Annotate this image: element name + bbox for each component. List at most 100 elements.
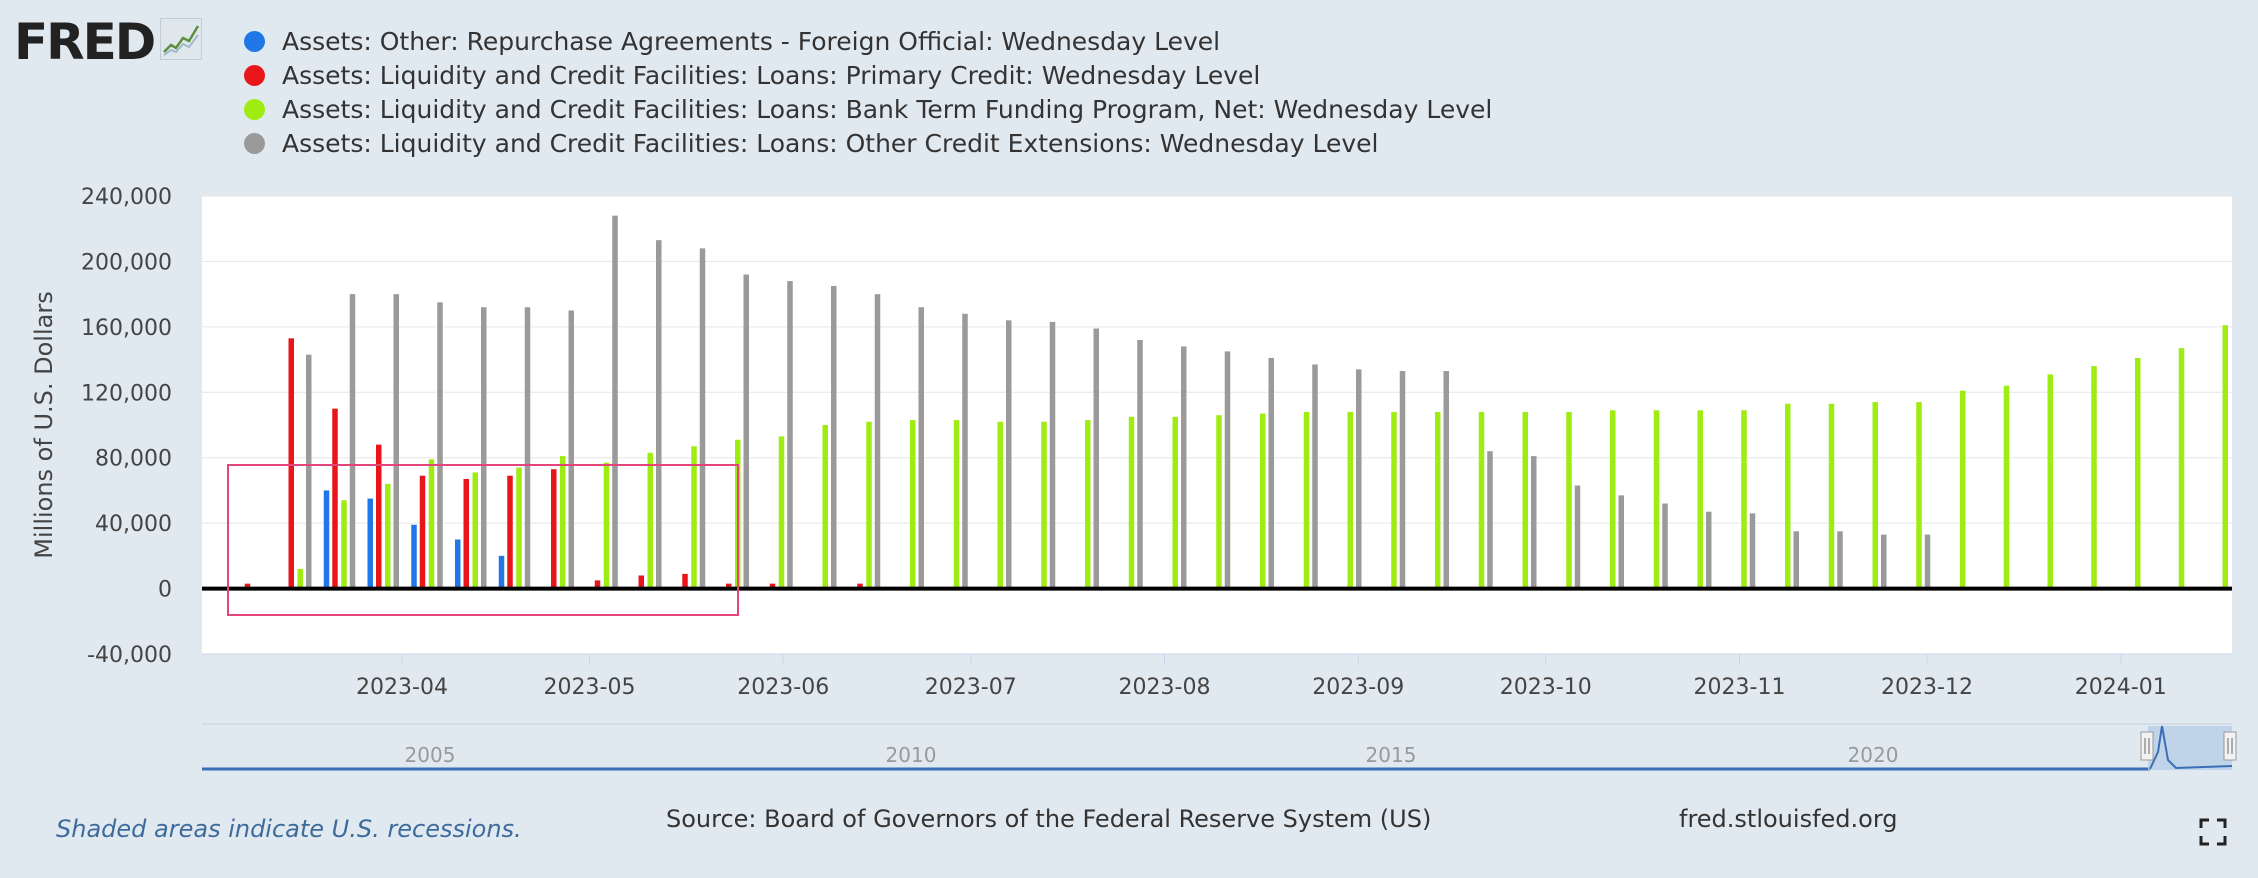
bar-series-2 [638,575,644,589]
navigator-handle[interactable] [2223,731,2237,761]
bar-series-4 [1181,346,1187,589]
legend-label: Assets: Liquidity and Credit Facilities:… [282,128,1379,158]
bar-series-3 [2222,325,2228,589]
bar-series-3 [1128,416,1135,589]
bar-series-4 [524,307,531,589]
bar-series-3 [1522,411,1528,589]
bar-series-4 [1881,534,1887,589]
x-tick-label: 2023-07 [925,675,1017,700]
bar-series-4 [481,307,487,589]
fred-logo[interactable]: FRED [14,14,203,70]
legend-item-repo-foreign-official[interactable]: Assets: Other: Repurchase Agreements - F… [244,24,1492,58]
bar-series-3 [1260,413,1266,589]
bar-series-4 [918,307,924,589]
legend-item-btfp[interactable]: Assets: Liquidity and Credit Facilities:… [244,92,1492,126]
bar-series-3 [297,568,303,589]
navigator-handle[interactable] [2140,731,2154,761]
bar-series-3 [1828,403,1835,589]
bar-series-3 [1741,410,1747,589]
navigator-year-label: 2020 [1848,743,1899,767]
bar-series-4 [1312,364,1318,589]
bar-series-2 [244,583,251,589]
y-tick-label: -40,000 [87,643,172,668]
bar-chart: -40,000 0 40,000 80,000 120,000 160,000 200,00… [30,185,2237,771]
bar-series-3 [1303,411,1310,589]
bar-series-4 [743,274,749,589]
bar-series-3 [997,421,1003,589]
bar-series-4 [568,310,574,589]
bar-series-2 [594,580,601,589]
bar-series-3 [428,459,435,589]
bar-series-2 [376,444,382,589]
bar-series-4 [656,240,662,589]
legend-item-primary-credit[interactable]: Assets: Liquidity and Credit Facilities:… [244,58,1492,92]
x-tick-label: 2024-01 [2075,675,2167,700]
bar-series-3 [1610,410,1616,589]
bar-series-3 [2091,366,2097,589]
bar-series-2 [463,478,469,589]
x-tick-label: 2023-11 [1694,675,1786,700]
x-tick-label: 2023-09 [1312,675,1404,700]
navigator-selected-line [2149,725,2233,770]
bar-series-4 [1793,531,1799,589]
bar-series-3 [2178,348,2185,589]
fullscreen-icon[interactable] [2199,818,2227,846]
x-tick-label: 2023-04 [356,675,448,700]
bar-series-4 [1749,513,1756,589]
site-url[interactable]: fred.stlouisfed.org [1679,805,1898,833]
bar-series-3 [1435,411,1441,589]
bar-series-4 [787,281,793,589]
bar-series-4 [1662,503,1668,589]
bar-series-4 [1137,339,1143,589]
bar-series-4 [1443,371,1449,589]
bar-series-3 [1347,411,1353,589]
y-tick-label: 160,000 [81,316,172,341]
bar-series-4 [349,294,356,589]
bar-series-3 [603,462,610,589]
recession-note: Shaded areas indicate U.S. recessions. [56,815,522,843]
y-axis-title: Millions of U.S. Dollars [30,291,58,558]
bar-series-2 [332,408,338,589]
bar-series-1 [323,490,330,589]
bar-series-4 [699,248,706,589]
bar-series-4 [1006,320,1012,589]
legend-item-other-credit[interactable]: Assets: Liquidity and Credit Facilities:… [244,126,1492,160]
x-tick-label: 2023-10 [1500,675,1592,700]
bar-series-3 [516,467,522,589]
bar-series-4 [393,294,399,589]
chart-legend: Assets: Other: Repurchase Agreements - F… [244,24,1492,160]
y-tick-label: 120,000 [81,381,172,406]
bar-series-4 [1618,495,1624,589]
bar-series-1 [498,555,505,589]
bar-series-2 [551,469,557,589]
bar-series-3 [910,420,916,589]
bar-series-3 [1697,410,1703,589]
navigator-background [202,724,2232,770]
bar-series-3 [1216,415,1222,589]
bar-series-3 [822,425,828,589]
bar-series-2 [769,583,776,589]
legend-label: Assets: Liquidity and Credit Facilities:… [282,94,1493,124]
bar-series-4 [1706,511,1712,589]
bar-series-4 [1049,321,1056,589]
y-tick-label: 40,000 [95,512,172,537]
bar-series-3 [1872,402,1878,589]
legend-dot [244,98,265,120]
bar-series-4 [1531,456,1537,589]
bar-series-3 [385,483,391,589]
y-tick-label: 80,000 [95,447,172,472]
bar-series-4 [1837,531,1843,589]
trend-line-icon [160,18,203,60]
bar-series-2 [682,573,688,589]
bar-series-4 [1356,369,1362,589]
bar-series-2 [507,475,513,589]
bar-series-4 [1268,357,1274,589]
bar-series-4 [962,313,968,589]
bar-series-2 [726,583,732,589]
x-tick-label: 2023-12 [1881,675,1973,700]
navigator-year-label: 2015 [1366,743,1417,767]
bar-series-1 [367,498,373,589]
bar-series-4 [874,294,881,589]
bar-series-3 [691,446,697,589]
legend-dot [244,64,265,86]
